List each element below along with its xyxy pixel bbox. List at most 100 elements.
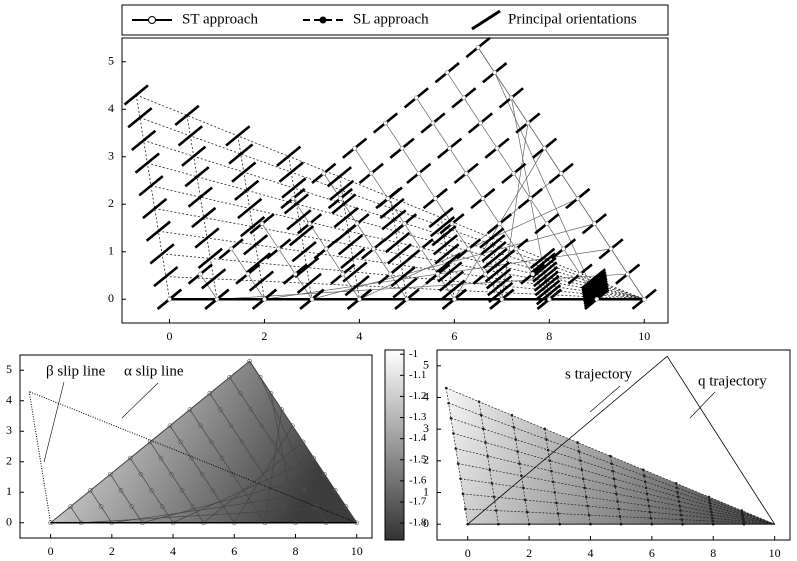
st-node xyxy=(280,455,286,461)
st-node xyxy=(385,196,391,201)
principal-orientation xyxy=(533,265,559,288)
principal-orientation xyxy=(342,261,368,283)
st-node xyxy=(404,296,410,302)
st-node xyxy=(190,504,196,509)
st-node xyxy=(449,221,455,227)
y-tick-label: 2 xyxy=(6,454,12,468)
sl-line xyxy=(455,448,775,525)
principal-orientation xyxy=(487,275,513,297)
colorbar-tick-label: -1.7 xyxy=(409,496,427,508)
sl-node xyxy=(587,513,591,517)
st-node xyxy=(321,171,327,176)
st-node xyxy=(251,504,257,509)
sl-line xyxy=(450,417,775,525)
st-line xyxy=(149,441,204,523)
sl-line xyxy=(135,94,170,300)
principal-orientation xyxy=(191,206,217,229)
x-tick-label: 8 xyxy=(292,544,298,558)
sl-node xyxy=(676,495,680,499)
principal-orientation xyxy=(534,275,560,297)
principal-orientation xyxy=(201,268,227,290)
sl-node xyxy=(680,518,684,521)
colorbar-tick-label: -1.2 xyxy=(409,390,426,402)
st-node xyxy=(322,471,327,477)
st-node xyxy=(221,504,226,509)
principal-orientation xyxy=(181,145,207,167)
principal-orientation xyxy=(377,186,403,208)
principal-orientation xyxy=(283,193,310,215)
sl-node xyxy=(510,413,514,417)
sl-node xyxy=(490,482,494,485)
st-node xyxy=(357,296,362,302)
principal-orientation xyxy=(532,261,558,283)
st-node xyxy=(332,488,338,493)
sl-node xyxy=(555,501,558,505)
st-node xyxy=(475,45,481,50)
principal-orientation xyxy=(438,270,464,292)
st-node xyxy=(282,504,288,509)
sl-node xyxy=(709,507,713,511)
principal-orientation xyxy=(482,247,508,270)
colorbar-tick-label: -1.4 xyxy=(409,432,427,444)
st-line xyxy=(446,72,598,300)
principal-orientation xyxy=(434,243,460,265)
principal-orientation xyxy=(535,284,562,306)
sl-node xyxy=(647,504,651,508)
st-node xyxy=(279,407,285,412)
sl-node xyxy=(711,519,715,523)
annotation: α slip line xyxy=(124,363,184,379)
principal-orientation xyxy=(296,272,322,294)
st-node xyxy=(187,407,193,412)
y-tick-label: 5 xyxy=(423,358,429,372)
st-node xyxy=(558,171,564,176)
sl-node xyxy=(553,491,557,494)
st-node xyxy=(511,171,516,176)
legend-box xyxy=(121,4,669,36)
principal-orientation xyxy=(583,284,609,306)
annotation: β slip line xyxy=(46,363,106,379)
y-tick-label: 4 xyxy=(108,101,114,115)
st-node xyxy=(592,221,597,227)
principal-orientation xyxy=(228,143,254,165)
sl-line xyxy=(389,197,408,300)
st-node xyxy=(270,439,275,445)
sl-node xyxy=(447,401,450,405)
x-tick-label: 0 xyxy=(48,544,54,558)
colorbar-tick-label: -1.5 xyxy=(409,453,427,465)
sl-node xyxy=(709,504,712,508)
principal-orientation xyxy=(177,125,203,147)
x-tick-label: 6 xyxy=(451,329,457,343)
leader xyxy=(689,391,716,419)
st-node xyxy=(307,221,312,227)
st-node xyxy=(542,145,547,151)
principal-orientation xyxy=(580,268,607,290)
st-node xyxy=(250,455,255,461)
principal-orientation xyxy=(531,256,557,279)
st-node xyxy=(291,471,297,477)
sl-node xyxy=(710,513,714,517)
principal-orientation xyxy=(153,265,179,288)
sl-line xyxy=(143,140,645,300)
st-node xyxy=(499,296,505,302)
st-node xyxy=(209,439,214,445)
st-line xyxy=(494,72,598,300)
st-node xyxy=(402,221,407,227)
st-node xyxy=(290,423,295,429)
sl-node xyxy=(550,469,553,473)
sl-node xyxy=(551,480,555,484)
principal-orientation xyxy=(329,179,355,201)
st-node xyxy=(478,120,483,126)
principal-orientation xyxy=(344,275,370,297)
st-node xyxy=(463,171,469,176)
sl-node xyxy=(459,477,462,481)
x-tick-label: 8 xyxy=(546,329,552,343)
principal-orientation xyxy=(379,197,405,220)
st-node xyxy=(189,455,194,461)
principal-orientation xyxy=(428,206,454,229)
legend-st-marker xyxy=(148,16,156,24)
sl-node xyxy=(464,507,467,511)
st-line xyxy=(264,409,283,523)
st-node xyxy=(68,504,73,509)
x-tick-label: 4 xyxy=(356,329,362,343)
